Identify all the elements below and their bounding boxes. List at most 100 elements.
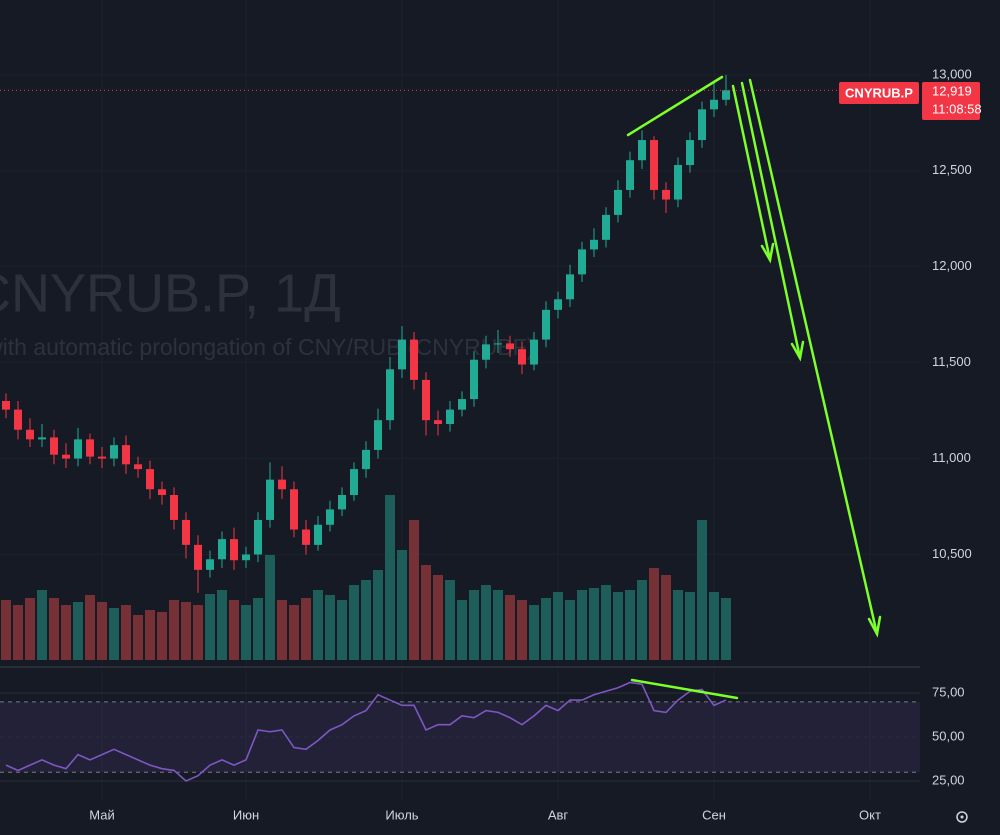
candle-body <box>482 344 490 360</box>
y-tick-label: 13,000 <box>932 66 972 81</box>
y-tick-label: 12,000 <box>932 258 972 273</box>
volume-bar <box>601 585 611 660</box>
annotations <box>626 75 882 700</box>
candle-body <box>494 343 502 345</box>
arrow-head <box>867 615 882 638</box>
candle-body <box>722 90 730 100</box>
volume-bar <box>337 600 347 660</box>
y-tick-label: 11,000 <box>932 450 971 465</box>
volume-bar <box>265 555 275 660</box>
volume-bar <box>313 590 323 660</box>
y-tick-label: 11,500 <box>932 354 971 369</box>
last-price-tag <box>922 82 980 120</box>
candle-body <box>374 420 382 450</box>
x-tick-label: Окт <box>859 807 881 822</box>
volume-bar <box>61 605 71 660</box>
volume-bar <box>37 590 47 660</box>
arrow <box>740 81 802 360</box>
candle-body <box>206 559 214 570</box>
candle-body <box>362 449 370 470</box>
volume-bar <box>97 602 107 660</box>
last-price-label: 12,919 <box>932 83 972 98</box>
candle-body <box>14 409 22 430</box>
candle-body <box>122 445 130 465</box>
volume-bar <box>541 598 551 660</box>
volume-bar <box>637 580 647 660</box>
symbol-tag <box>839 82 919 104</box>
candle-body <box>650 140 658 190</box>
candle-body <box>446 409 454 425</box>
candle-body <box>434 420 442 425</box>
candle-body <box>50 437 58 455</box>
volume-bar <box>589 588 599 660</box>
volume-bar <box>325 595 335 660</box>
candle-body <box>314 524 322 545</box>
volume-bar <box>157 612 167 660</box>
watermark-title: CNYRUB.P, 1Д <box>0 263 341 323</box>
candle-body <box>518 349 526 365</box>
x-tick-label: Июль <box>385 807 418 822</box>
candle-body <box>290 489 298 530</box>
volume-bar <box>505 595 515 660</box>
candle-body <box>2 400 10 410</box>
volume-bar <box>433 575 443 660</box>
volume-bar <box>457 600 467 660</box>
y-tick-label: 10,500 <box>932 546 972 561</box>
candle-body <box>194 544 202 570</box>
candle-body <box>542 309 550 340</box>
symbol-label: CNYRUB.P <box>845 85 913 100</box>
candle-body <box>86 439 94 457</box>
volume-bar <box>493 590 503 660</box>
rsi-line <box>5 681 727 782</box>
volume-bar <box>445 580 455 660</box>
volume-bar <box>229 600 239 660</box>
candle-body <box>698 109 706 141</box>
volume-bar <box>397 550 407 660</box>
rsi-divergence-line <box>630 678 739 700</box>
candle-body <box>74 439 82 459</box>
candle-body <box>410 339 418 380</box>
price-tag: CNYRUB.P 12,919 11:08:58 <box>839 82 982 120</box>
plot <box>0 74 920 782</box>
volume-bar <box>697 520 707 660</box>
volume-bar <box>349 585 359 660</box>
volume-bar <box>373 570 383 660</box>
grid <box>0 692 920 782</box>
volume-bar <box>109 608 119 660</box>
candle-body <box>146 469 154 490</box>
arrow <box>748 78 879 636</box>
volume-bar <box>25 598 35 660</box>
settings-icon-dot <box>960 815 964 819</box>
volume-bar <box>13 605 23 660</box>
y-tick-label: 12,500 <box>932 162 972 177</box>
volume-bar <box>169 600 179 660</box>
candle-body <box>506 343 514 350</box>
volume-bar <box>193 605 203 660</box>
candle-body <box>230 539 238 561</box>
candle-body <box>182 519 190 545</box>
volume-bar <box>409 520 419 660</box>
volume-bar <box>709 592 719 660</box>
candle-body <box>326 509 334 525</box>
volume-bar <box>133 615 143 660</box>
volume-bar <box>73 602 83 660</box>
candle-body <box>458 399 466 410</box>
candle-body <box>578 249 586 275</box>
countdown: 11:08:58 <box>932 101 982 116</box>
candle-body <box>38 437 46 440</box>
arrow-head <box>790 340 805 362</box>
candle-body <box>686 140 694 165</box>
candle-body <box>26 429 34 440</box>
volume-bar <box>613 592 623 660</box>
volume-bar <box>625 590 635 660</box>
candle-body <box>170 495 178 520</box>
candle-body <box>98 456 106 459</box>
volume-bar <box>421 565 431 660</box>
volume-bar <box>661 575 671 660</box>
settings-icon[interactable] <box>956 811 968 823</box>
candle-body <box>626 160 634 190</box>
arrow <box>731 84 772 262</box>
volume-bar <box>145 610 155 660</box>
candle-body <box>110 445 118 459</box>
